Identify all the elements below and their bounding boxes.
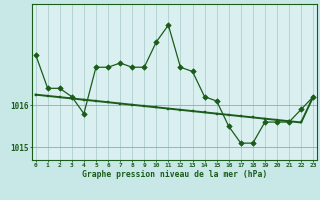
X-axis label: Graphe pression niveau de la mer (hPa): Graphe pression niveau de la mer (hPa) [82,170,267,179]
